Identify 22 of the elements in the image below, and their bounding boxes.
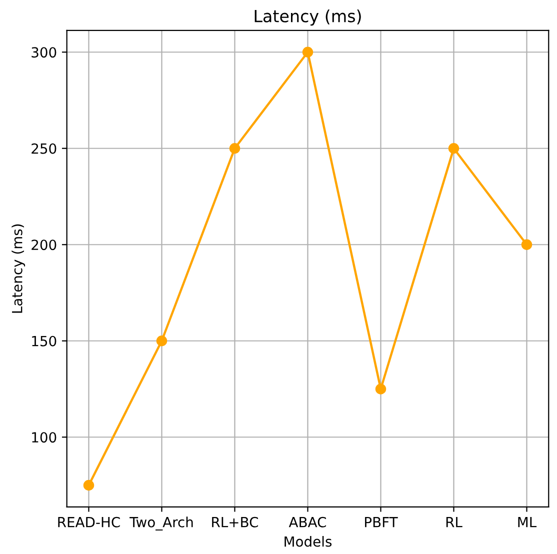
- point: [156, 335, 168, 346]
- point: [448, 142, 460, 154]
- x-tick-label: PBFT: [365, 517, 398, 528]
- y-tick-label: 150: [32, 336, 56, 346]
- x-tick-label: RL: [446, 517, 462, 528]
- point: [375, 384, 386, 394]
- point: [302, 46, 314, 58]
- y-tick-label: 300: [32, 47, 56, 58]
- x-tick-label: Two_Arch: [130, 516, 193, 530]
- x-tick-label: ABAC: [288, 516, 326, 528]
- y-axis-title: Latency (ms): [12, 224, 26, 313]
- point: [521, 239, 532, 250]
- y-tick-label: 100: [32, 432, 56, 443]
- y-tick-label: 200: [32, 240, 56, 250]
- chart-title: Latency (ms): [254, 9, 361, 26]
- x-axis-title: Models: [284, 536, 332, 547]
- x-tick-label: ML: [518, 517, 537, 528]
- y-tick-label: 250: [32, 143, 56, 154]
- x-tick-label: RL+BC: [212, 516, 258, 528]
- x-tick-label: READ-HC: [58, 516, 120, 528]
- point: [83, 480, 94, 491]
- point: [229, 142, 240, 154]
